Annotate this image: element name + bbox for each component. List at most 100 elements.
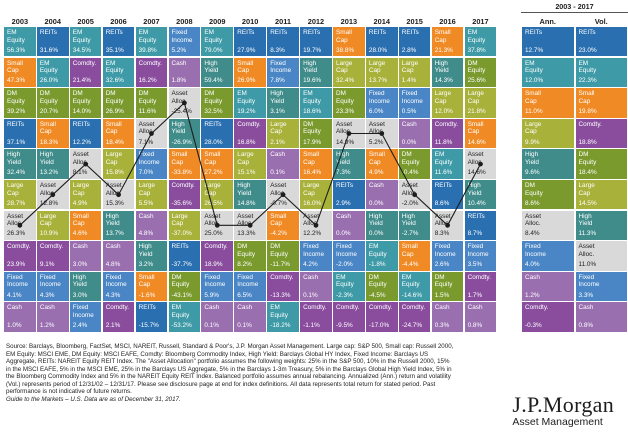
asset-label: EM Equity	[336, 273, 354, 289]
asset-label: Large Cap	[7, 182, 24, 197]
asset-label: Comdty.	[138, 59, 162, 67]
asset-cell: DM Equity 8.2%	[234, 241, 266, 271]
asset-return: 39.2%	[7, 107, 26, 115]
asset-cell: EM Equity 22.3%	[575, 57, 627, 87]
asset-cell: High Yield -2.7%	[398, 210, 431, 240]
asset-return: 16.8%	[237, 138, 256, 146]
asset-label: High Yield	[303, 59, 318, 75]
year-header: 2017	[472, 17, 489, 26]
asset-cell: DM Equity 14.0%	[69, 88, 102, 118]
asset-cell: High Yield 3.1%	[267, 88, 299, 118]
asset-label: REITs	[105, 29, 123, 36]
asset-cell: Comdty. -35.6%	[168, 180, 201, 210]
asset-label: EM Equity	[171, 304, 190, 319]
asset-cell: REITs 19.7%	[300, 27, 332, 57]
asset-return: 3.1%	[270, 107, 285, 115]
asset-label: Small Cap	[578, 90, 595, 105]
asset-cell: Cash 0.8%	[575, 302, 627, 332]
asset-return: 2.4%	[72, 322, 88, 330]
asset-cell: Large Cap 10.9%	[36, 210, 69, 240]
asset-label: High Yield	[204, 59, 219, 75]
asset-return: 2.6%	[434, 260, 450, 268]
asset-return: 14.5%	[578, 199, 597, 207]
asset-cell: Fixed Income 3.5%	[464, 241, 497, 271]
asset-return: 8.2%	[237, 260, 252, 268]
asset-cell: Small Cap 21.3%	[431, 27, 464, 57]
asset-cell: Large Cap 4.9%	[69, 180, 102, 210]
asset-return: 47.3%	[7, 77, 26, 85]
asset-return: -1.6%	[138, 291, 156, 299]
asset-label: EM Equity	[237, 90, 256, 105]
asset-return: -1.8%	[368, 260, 386, 268]
asset-return: 7.0%	[138, 169, 154, 177]
year-header: 2014	[373, 17, 390, 26]
asset-cell: Cash 0.0%	[398, 118, 431, 149]
asset-return: -14.6%	[401, 291, 423, 299]
asset-return: 23.9%	[7, 260, 26, 268]
asset-label: EM Equity	[467, 29, 486, 44]
asset-label: REITs	[171, 243, 189, 251]
asset-label: Small Cap	[138, 273, 155, 289]
asset-return: 10.9%	[39, 230, 59, 238]
asset-label: High Yield	[336, 151, 350, 166]
asset-cell: Large Cap 16.0%	[300, 180, 332, 210]
asset-cell: Small Cap -4.2%	[267, 210, 299, 240]
asset-cell: EM Equity -14.6%	[398, 271, 431, 302]
asset-cell: Fixed Income 3.3%	[575, 271, 627, 302]
asset-cell: Comdty. 9.1%	[36, 241, 69, 271]
asset-label: High Yield	[138, 243, 153, 258]
asset-label: Fixed Income	[72, 304, 94, 319]
asset-label: High Yield	[368, 212, 383, 228]
asset-cell: DM Equity 17.9%	[300, 118, 332, 149]
asset-label: Large Cap	[434, 90, 452, 105]
asset-cell: Large Cap -37.0%	[168, 210, 201, 240]
asset-return: 59.4%	[204, 77, 223, 85]
asset-cell: Large Cap 12.0%	[431, 88, 464, 118]
asset-cell: High Yield 14.3%	[431, 57, 464, 87]
asset-label: Large Cap	[270, 120, 287, 136]
asset-cell: DM Equity 26.9%	[102, 88, 135, 118]
asset-label: Large Cap	[303, 182, 320, 197]
asset-label: Large Cap	[39, 212, 57, 228]
asset-cell: REITs 8.3%	[267, 27, 299, 57]
asset-cell: High Yield 59.4%	[201, 57, 234, 87]
asset-return: -4.5%	[368, 291, 386, 299]
asset-cell: Cash 0.3%	[431, 302, 464, 332]
asset-return: 7.3%	[336, 169, 351, 177]
asset-return: 3.5%	[467, 260, 483, 268]
asset-cell: Fixed Income 4.1%	[4, 271, 36, 302]
asset-label: Cash	[578, 304, 594, 312]
asset-cell: Fixed Income 0.5%	[398, 88, 431, 118]
asset-return: 32.4%	[7, 169, 26, 177]
asset-return: 3.3%	[578, 291, 594, 299]
asset-label: EM Equity	[39, 59, 58, 75]
asset-label: Cash	[336, 212, 351, 220]
asset-return: -26.9%	[171, 138, 192, 146]
asset-cell: Fixed Income 5.2%	[168, 27, 201, 57]
asset-label: Large Cap	[336, 59, 353, 75]
asset-cell: Comdty. -9.5%	[333, 302, 365, 332]
asset-return: 10.4%	[467, 199, 486, 207]
asset-cell: DM Equity -11.7%	[267, 241, 299, 271]
asset-return: 28.0%	[204, 138, 223, 146]
asset-return: 1.8%	[171, 77, 187, 85]
asset-return: -33.8%	[171, 169, 192, 177]
asset-label: Cash	[72, 243, 88, 251]
asset-label: EM Equity	[105, 59, 124, 75]
asset-return: 5.2%	[368, 138, 384, 146]
asset-return: 9.6%	[525, 169, 540, 177]
asset-cell: Asset Alloc. 26.3%	[4, 210, 36, 240]
asset-cell: Asset Alloc. 8.1%	[69, 149, 102, 179]
asset-return: 32.5%	[204, 107, 223, 115]
asset-label: Asset Alloc.	[138, 120, 155, 136]
asset-label: High Yield	[105, 212, 120, 228]
asset-cell: Asset Alloc. 8.3%	[431, 210, 464, 240]
asset-return: 5.5%	[138, 199, 154, 207]
asset-label: Asset Alloc.	[171, 90, 188, 105]
year-header: 2003	[11, 17, 29, 26]
asset-label: DM Equity	[39, 90, 58, 105]
summary-period-header: 2003 - 2017	[521, 2, 628, 13]
asset-cell: Large Cap 5.5%	[135, 180, 168, 210]
asset-label: Large Cap	[138, 182, 155, 197]
asset-return: 8.1%	[72, 169, 88, 177]
